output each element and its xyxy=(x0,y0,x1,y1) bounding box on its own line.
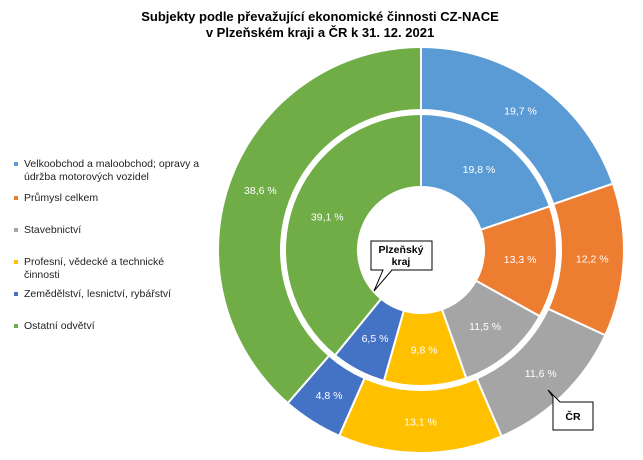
legend-item-stavebnictvi: Stavebnictví xyxy=(14,224,204,237)
legend-swatch xyxy=(14,292,18,296)
title-line-2: v Plzeňském kraji a ČR k 31. 12. 2021 xyxy=(205,25,435,40)
outer-data-label-3: 13,1 % xyxy=(404,416,437,428)
legend-label: Profesní, vědecké a technické činnosti xyxy=(24,256,165,281)
legend-item-profesni: Profesní, vědecké a technické činnosti xyxy=(14,256,194,282)
outer-data-label-5: 38,6 % xyxy=(244,185,277,197)
inner-data-label-2: 11,5 % xyxy=(469,321,501,333)
legend-swatch xyxy=(14,260,18,264)
outer-data-label-1: 12,2 % xyxy=(576,254,609,266)
legend-label: Ostatní odvětví xyxy=(24,320,95,332)
legend-label: Průmysl celkem xyxy=(24,192,99,204)
outer-data-label-4: 4,8 % xyxy=(316,390,343,402)
callout-outer-label: ČR xyxy=(565,410,581,423)
inner-data-label-1: 13,3 % xyxy=(504,254,537,266)
legend-swatch xyxy=(14,228,18,232)
legend-item-velkoobchod: Velkoobchod a maloobchod; opravy a údržb… xyxy=(14,158,204,184)
callout-inner-box xyxy=(370,240,433,292)
callout-inner-label-2: kraj xyxy=(392,256,411,268)
title-line-1: Subjekty podle převažující ekonomické či… xyxy=(141,9,499,24)
outer-slice-5 xyxy=(217,45,422,405)
legend-swatch xyxy=(14,324,18,328)
chart-title: Subjekty podle převažující ekonomické či… xyxy=(100,9,540,41)
outer-data-label-2: 11,6 % xyxy=(525,368,557,380)
inner-data-label-3: 9,8 % xyxy=(411,344,438,356)
inner-slice-0 xyxy=(420,112,552,232)
callout-inner-label-1: Plzeňský xyxy=(379,244,424,256)
outer-data-label-0: 19,7 % xyxy=(504,105,537,117)
callout-outer-box xyxy=(547,389,594,431)
inner-slice-5 xyxy=(284,112,422,357)
inner-data-label-0: 19,8 % xyxy=(463,164,496,176)
legend-swatch xyxy=(14,196,18,200)
legend-item-zemedelstvi: Zemědělství, lesnictví, rybářství xyxy=(14,288,204,301)
legend-item-prumysl: Průmysl celkem xyxy=(14,192,204,205)
legend-item-ostatni: Ostatní odvětví xyxy=(14,320,204,333)
legend-label: Zemědělství, lesnictví, rybářství xyxy=(24,288,172,300)
inner-data-label-5: 39,1 % xyxy=(311,212,344,224)
legend-swatch xyxy=(14,162,18,166)
legend-label: Velkoobchod a maloobchod; opravy a údržb… xyxy=(24,158,200,183)
legend-label: Stavebnictví xyxy=(24,224,82,236)
inner-data-label-4: 6,5 % xyxy=(362,333,389,345)
